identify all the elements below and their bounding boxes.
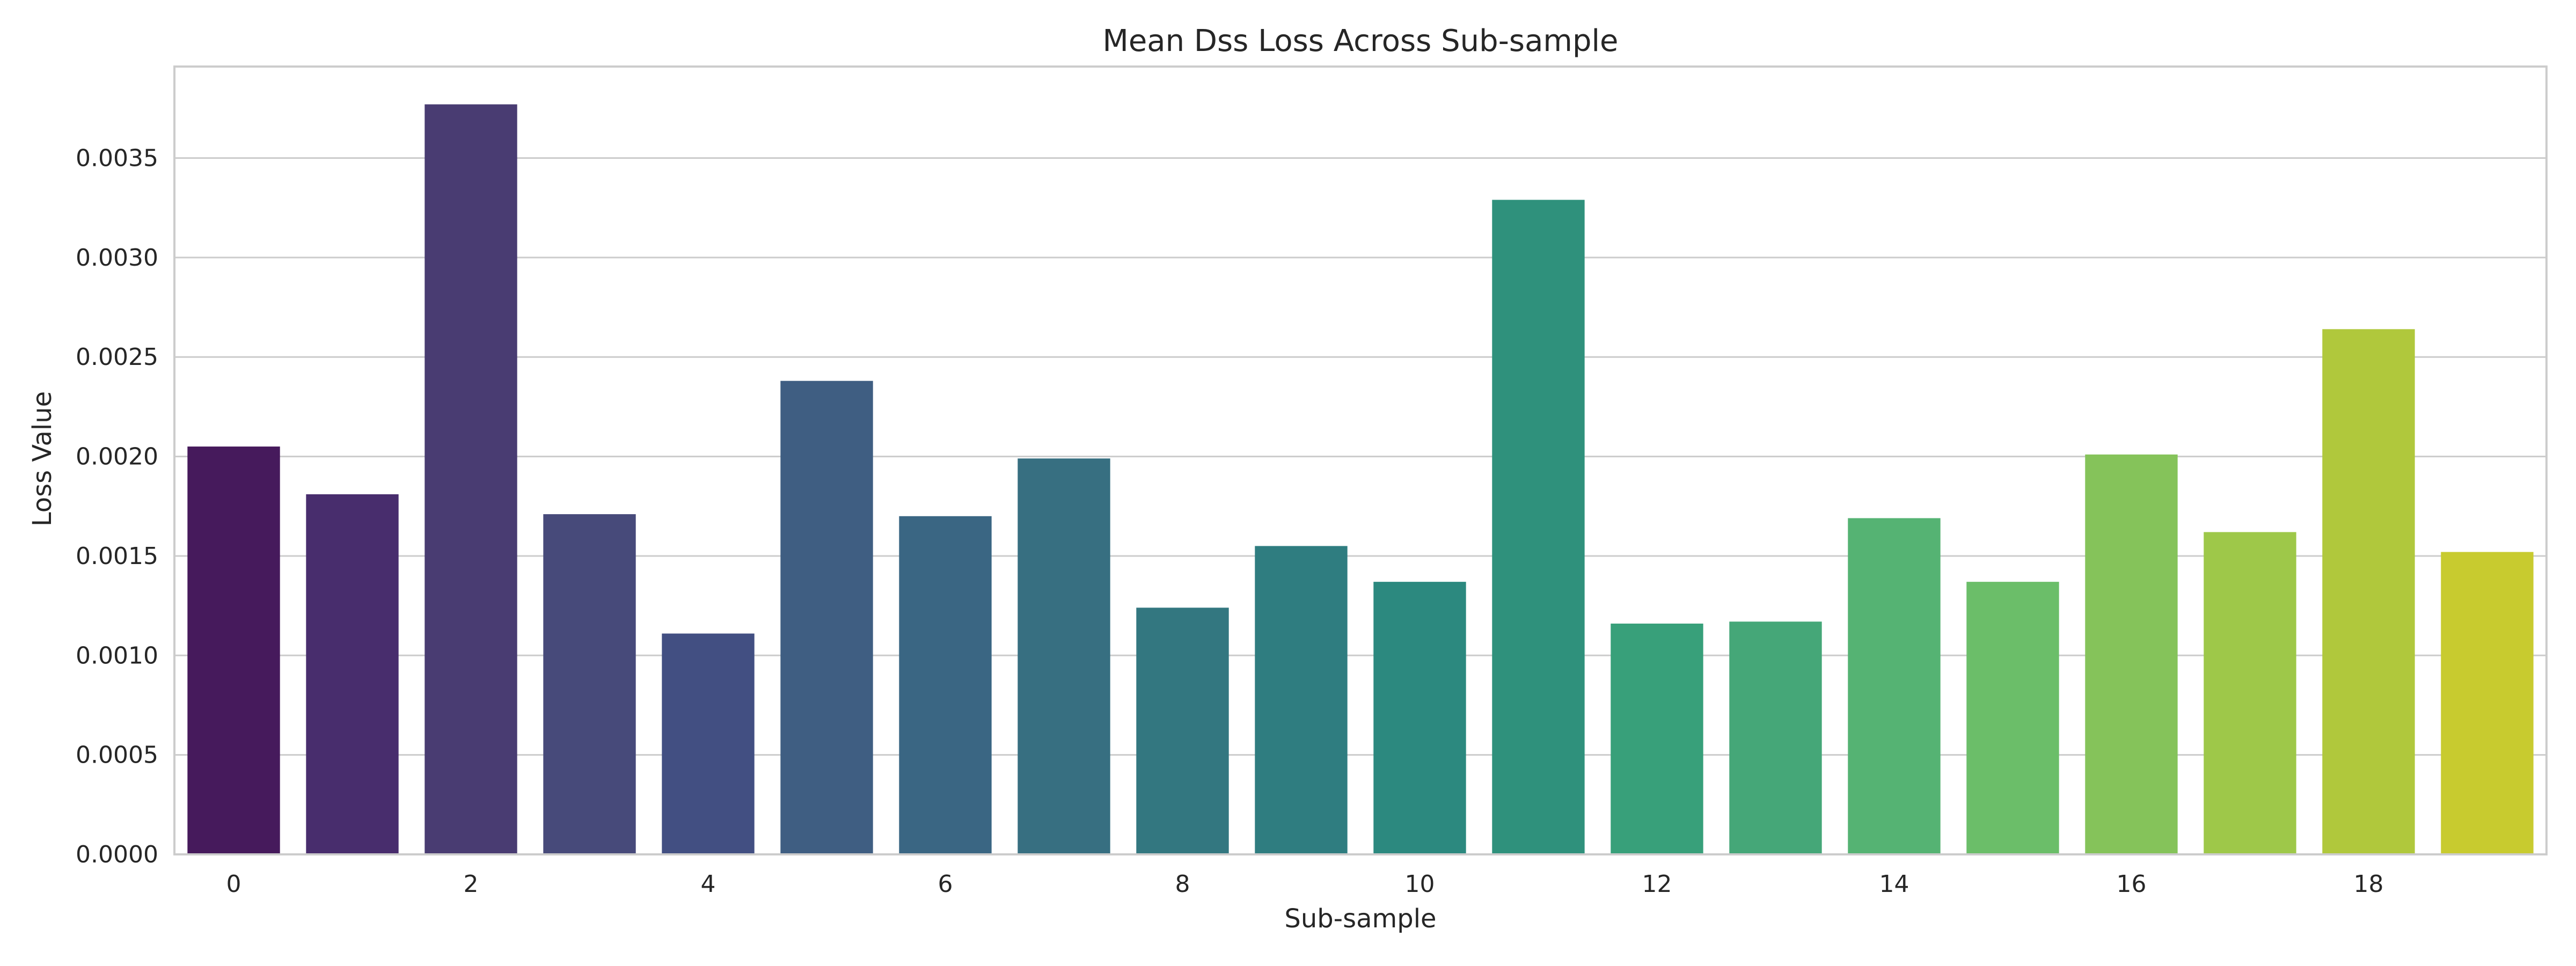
y-tick-label: 0.0020 bbox=[76, 443, 158, 471]
y-axis-label: Loss Value bbox=[27, 391, 57, 526]
y-tick-label: 0.0030 bbox=[76, 244, 158, 272]
bar-17 bbox=[2204, 532, 2296, 854]
y-tick-label: 0.0010 bbox=[76, 642, 158, 669]
y-tick-label: 0.0000 bbox=[76, 841, 158, 868]
bar-9 bbox=[1255, 546, 1347, 854]
x-tick-label: 4 bbox=[701, 870, 716, 898]
x-tick-label: 10 bbox=[1405, 870, 1435, 898]
x-tick-label: 2 bbox=[464, 870, 479, 898]
bar-10 bbox=[1373, 582, 1466, 854]
x-tick-label: 6 bbox=[938, 870, 953, 898]
y-tick-label: 0.0035 bbox=[76, 145, 158, 172]
bar-18 bbox=[2322, 329, 2414, 854]
bar-15 bbox=[1966, 582, 2059, 854]
bar-5 bbox=[780, 381, 873, 854]
y-tick-label: 0.0005 bbox=[76, 742, 158, 769]
x-tick-label: 8 bbox=[1175, 870, 1190, 898]
x-axis-label: Sub-sample bbox=[1284, 904, 1436, 934]
chart-title: Mean Dss Loss Across Sub-sample bbox=[1103, 24, 1619, 58]
bar-11 bbox=[1492, 200, 1584, 854]
bar-2 bbox=[425, 104, 517, 854]
bar-4 bbox=[662, 634, 754, 854]
bar-19 bbox=[2441, 552, 2533, 854]
bar-13 bbox=[1729, 621, 1821, 854]
x-tick-label: 16 bbox=[2117, 870, 2147, 898]
bar-6 bbox=[899, 516, 991, 854]
bar-1 bbox=[306, 494, 398, 854]
x-tick-label: 12 bbox=[1642, 870, 1672, 898]
bar-16 bbox=[2085, 455, 2177, 854]
bar-0 bbox=[187, 447, 280, 854]
y-tick-label: 0.0025 bbox=[76, 343, 158, 371]
bar-12 bbox=[1611, 624, 1703, 854]
x-tick-label: 14 bbox=[1879, 870, 1909, 898]
x-tick-label: 0 bbox=[226, 870, 241, 898]
x-tick-label: 18 bbox=[2354, 870, 2384, 898]
bar-7 bbox=[1018, 458, 1110, 854]
bar-8 bbox=[1136, 608, 1228, 854]
y-tick-label: 0.0015 bbox=[76, 543, 158, 570]
bar-3 bbox=[543, 514, 635, 854]
bar-14 bbox=[1848, 518, 1940, 854]
